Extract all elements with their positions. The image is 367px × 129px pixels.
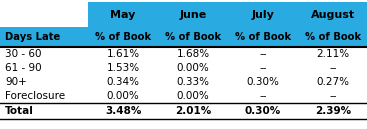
Text: Days Late: Days Late (5, 32, 60, 42)
Bar (228, 27, 298, 47)
Bar (88, 2, 158, 27)
Text: 2.11%: 2.11% (316, 49, 349, 59)
Text: 0.34%: 0.34% (106, 77, 139, 87)
Text: 30 - 60: 30 - 60 (5, 49, 41, 59)
Text: 3.48%: 3.48% (105, 106, 141, 116)
Text: May: May (110, 10, 136, 19)
Bar (0, 103, 367, 119)
Text: --: -- (259, 91, 267, 101)
Text: 1.61%: 1.61% (106, 49, 139, 59)
Bar (0, 75, 367, 89)
Text: Total: Total (5, 106, 34, 116)
Bar (228, 2, 298, 27)
Text: 1.53%: 1.53% (106, 63, 139, 73)
Text: 0.00%: 0.00% (107, 91, 139, 101)
Text: % of Book: % of Book (95, 32, 151, 42)
Bar (0, 61, 367, 75)
Bar (158, 27, 228, 47)
Text: 1.68%: 1.68% (177, 49, 210, 59)
Text: 2.39%: 2.39% (315, 106, 351, 116)
Text: --: -- (259, 63, 267, 73)
Text: 0.00%: 0.00% (177, 91, 210, 101)
Text: 61 - 90: 61 - 90 (5, 63, 41, 73)
Text: 0.00%: 0.00% (177, 63, 210, 73)
Text: --: -- (329, 91, 337, 101)
Text: 0.27%: 0.27% (316, 77, 349, 87)
Text: % of Book: % of Book (305, 32, 361, 42)
Bar (0, 27, 88, 47)
Text: 0.30%: 0.30% (245, 106, 281, 116)
Text: --: -- (259, 49, 267, 59)
Bar (298, 2, 367, 27)
Bar (0, 47, 367, 61)
Bar (88, 27, 158, 47)
Text: 90+: 90+ (5, 77, 27, 87)
Text: % of Book: % of Book (235, 32, 291, 42)
Bar (0, 89, 367, 103)
Text: August: August (311, 10, 355, 19)
Text: 2.01%: 2.01% (175, 106, 211, 116)
Text: July: July (251, 10, 275, 19)
Text: --: -- (329, 63, 337, 73)
Bar (158, 2, 228, 27)
Text: Foreclosure: Foreclosure (5, 91, 65, 101)
Text: 0.33%: 0.33% (177, 77, 210, 87)
Text: June: June (179, 10, 207, 19)
Text: 0.30%: 0.30% (247, 77, 279, 87)
Bar (0, 2, 88, 27)
Bar (298, 27, 367, 47)
Text: % of Book: % of Book (165, 32, 221, 42)
